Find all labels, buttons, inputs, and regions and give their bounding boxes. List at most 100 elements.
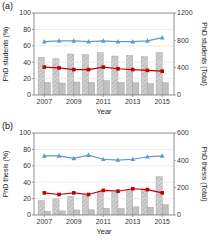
marker <box>72 68 76 72</box>
grid-line <box>34 45 174 46</box>
bar <box>82 55 88 95</box>
bar <box>44 82 50 95</box>
y2-tick-label: 400 <box>177 64 189 71</box>
bar <box>103 81 109 95</box>
y-tick <box>32 95 34 96</box>
bar <box>97 192 103 215</box>
panel: 2007200920112013201502040608010004008001… <box>2 1 208 116</box>
y-tick <box>32 149 34 150</box>
y2-tick-label: 600 <box>177 129 189 136</box>
marker <box>116 39 121 43</box>
y2-tick <box>174 67 176 68</box>
grid-line <box>34 78 174 79</box>
y-tick-label: 100 <box>19 9 31 16</box>
marker <box>87 68 91 72</box>
y2-tick <box>174 215 176 216</box>
x-tick <box>162 95 163 97</box>
grid-line <box>34 198 174 199</box>
bar <box>112 192 118 215</box>
marker <box>116 67 120 71</box>
plot-marks <box>34 13 174 95</box>
x-tick-label: 2015 <box>154 98 170 105</box>
bar <box>68 197 74 215</box>
plot-frame <box>34 13 174 95</box>
marker <box>71 156 76 160</box>
x-tick <box>73 95 74 97</box>
grid-line <box>34 165 174 166</box>
y-tick-label: 0 <box>27 91 31 98</box>
bar <box>68 54 74 95</box>
marker <box>116 157 121 161</box>
marker <box>146 69 150 73</box>
bar <box>127 55 133 95</box>
bar <box>59 83 65 95</box>
x-tick <box>132 215 133 217</box>
marker <box>131 187 135 191</box>
bar <box>162 205 168 215</box>
marker <box>42 39 47 43</box>
bar <box>53 59 59 95</box>
bar <box>133 207 139 215</box>
y-tick <box>32 45 34 46</box>
bar <box>53 199 59 215</box>
plot-area <box>34 133 174 215</box>
bar <box>44 211 50 215</box>
y-axis-label: PhD thesis (%) <box>2 151 10 198</box>
marker <box>116 189 120 193</box>
y-tick <box>32 182 34 183</box>
y-axis-label: PhD students (%) <box>2 27 10 82</box>
chart: 2007200920112013201502040608010004008001… <box>0 0 210 240</box>
marker <box>57 153 62 157</box>
grid-line <box>34 182 174 183</box>
x-tick-label: 2011 <box>96 218 111 225</box>
x-tick <box>73 215 74 217</box>
y2-tick-label: 800 <box>177 37 189 44</box>
bar <box>38 57 44 95</box>
plot-marks <box>34 133 174 215</box>
bar <box>74 210 80 215</box>
line <box>44 189 162 195</box>
y-tick <box>32 29 34 30</box>
y2-tick <box>174 133 176 134</box>
y-tick-label: 40 <box>23 179 31 186</box>
y2-tick <box>174 40 176 41</box>
marker <box>101 38 106 42</box>
panel: 2007200920112013201502040608010002004006… <box>2 121 208 236</box>
marker <box>160 35 165 39</box>
x-tick-label: 2013 <box>125 218 141 225</box>
y2-tick <box>174 187 176 188</box>
marker <box>71 38 76 42</box>
marker <box>43 65 47 69</box>
bar <box>89 210 95 215</box>
bar <box>156 53 162 95</box>
x-tick <box>132 95 133 97</box>
y-tick-label: 20 <box>23 75 31 82</box>
y2-tick-label: 0 <box>177 211 181 218</box>
y2-tick <box>174 13 176 14</box>
y2-tick-label: 200 <box>177 184 189 191</box>
bar <box>147 83 153 95</box>
bar <box>147 207 153 215</box>
marker <box>130 157 135 161</box>
marker <box>57 193 61 197</box>
marker <box>57 38 62 42</box>
panel-title: (b) <box>2 121 13 131</box>
marker <box>101 157 106 161</box>
x-tick <box>103 215 104 217</box>
x-axis-label: Year <box>96 107 112 116</box>
x-tick-label: 2015 <box>154 218 170 225</box>
bar <box>118 82 124 95</box>
x-tick <box>103 95 104 97</box>
x-tick-label: 2007 <box>37 98 53 105</box>
marker <box>160 153 165 157</box>
x-tick-label: 2013 <box>125 98 141 105</box>
bar <box>141 190 147 215</box>
bar <box>127 190 133 215</box>
marker <box>131 68 135 72</box>
x-axis-label: Year <box>96 227 112 236</box>
plot-frame <box>34 133 174 215</box>
line <box>44 155 162 160</box>
y-tick <box>32 215 34 216</box>
y-tick-label: 80 <box>23 26 31 33</box>
y2-axis-label: PhD students (Total) <box>200 22 208 85</box>
